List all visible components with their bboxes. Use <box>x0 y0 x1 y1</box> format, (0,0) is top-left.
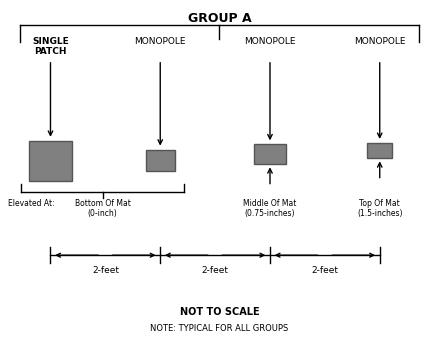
Text: NOT TO SCALE: NOT TO SCALE <box>179 307 259 316</box>
Text: 2-feet: 2-feet <box>201 266 228 275</box>
Text: SINGLE
PATCH: SINGLE PATCH <box>32 37 69 56</box>
Text: GROUP A: GROUP A <box>187 12 251 25</box>
Text: Middle Of Mat
(0.75-inches): Middle Of Mat (0.75-inches) <box>243 199 296 218</box>
Bar <box>146 150 174 171</box>
Bar <box>28 141 72 181</box>
Text: NOTE: TYPICAL FOR ALL GROUPS: NOTE: TYPICAL FOR ALL GROUPS <box>150 323 288 333</box>
Bar <box>366 143 392 158</box>
Text: Elevated At:: Elevated At: <box>8 199 54 208</box>
Text: Top Of Mat
(1.5-inches): Top Of Mat (1.5-inches) <box>356 199 402 218</box>
Bar <box>253 144 286 164</box>
Text: 2-feet: 2-feet <box>92 266 119 275</box>
Text: MONOPOLE: MONOPOLE <box>134 37 186 46</box>
Text: Bottom Of Mat
(0-inch): Bottom Of Mat (0-inch) <box>74 199 131 218</box>
Text: MONOPOLE: MONOPOLE <box>244 37 295 46</box>
Text: 2-feet: 2-feet <box>311 266 338 275</box>
Text: MONOPOLE: MONOPOLE <box>353 37 405 46</box>
